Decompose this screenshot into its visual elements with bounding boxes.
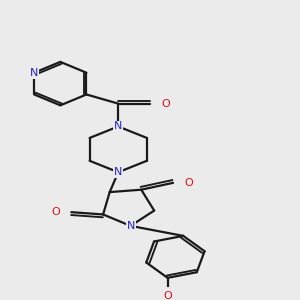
Text: N: N xyxy=(114,167,122,177)
Text: N: N xyxy=(126,221,135,231)
Text: O: O xyxy=(161,99,170,109)
Text: O: O xyxy=(184,178,193,188)
Text: O: O xyxy=(163,291,172,300)
Text: N: N xyxy=(30,68,38,78)
Text: N: N xyxy=(114,122,122,131)
Text: O: O xyxy=(51,207,60,217)
